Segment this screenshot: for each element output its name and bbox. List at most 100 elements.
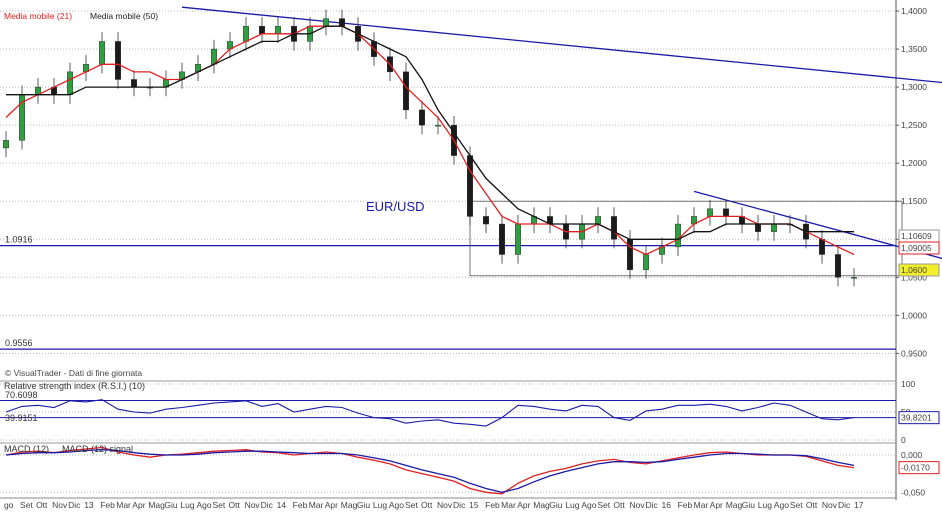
x-tick-label: Dic xyxy=(838,500,851,510)
macd-signal-line xyxy=(5,449,855,493)
x-tick-label: Nov xyxy=(437,500,453,510)
x-tick-label: Set xyxy=(212,500,225,510)
x-tick-label: Mag xyxy=(148,500,165,510)
x-tick-label: Mag xyxy=(533,500,550,510)
candle-body xyxy=(707,208,713,217)
tag-last: 1,0600 xyxy=(901,265,927,275)
x-tick-label: Feb xyxy=(485,500,500,510)
x-tick-label: 13 xyxy=(84,500,94,510)
macd-panel: 0,000 -0,050 -0,0170 xyxy=(0,446,940,497)
x-tick-label: Mar xyxy=(116,500,131,510)
x-tick-label: Apr xyxy=(710,500,723,510)
x-tick-label: 17 xyxy=(854,500,864,510)
x-tick-label: 16 xyxy=(662,500,672,510)
x-tick-label: Feb xyxy=(293,500,308,510)
x-tick-label: Set xyxy=(405,500,418,510)
x-tick-label: Apr xyxy=(517,500,530,510)
candle-body xyxy=(723,208,729,217)
candle-body xyxy=(259,26,265,35)
x-tick-label: Mag xyxy=(341,500,358,510)
x-tick-label: go xyxy=(4,500,14,510)
candle-body xyxy=(419,109,425,126)
x-tick-label: Nov xyxy=(629,500,645,510)
x-tick-label: Nov xyxy=(245,500,261,510)
candle-body xyxy=(467,155,473,217)
x-tick-label: Ago xyxy=(581,500,596,510)
x-tick-label: Ago xyxy=(196,500,211,510)
rsi-tick-label: 0 xyxy=(901,435,906,445)
x-tick-label: Giu xyxy=(742,500,756,510)
x-tick-label: Giu xyxy=(549,500,563,510)
tag-macd-last-box xyxy=(898,461,940,475)
candle-body xyxy=(675,223,681,248)
x-tick-label: Nov xyxy=(52,500,68,510)
x-tick-label: Giu xyxy=(164,500,178,510)
x-tick-label: Lug xyxy=(758,500,772,510)
macd-tick-label: -0,050 xyxy=(901,487,925,497)
candle-body xyxy=(835,254,841,278)
x-tick-label: Feb xyxy=(678,500,693,510)
x-tick-label: Nov xyxy=(822,500,838,510)
candle-body xyxy=(339,18,345,27)
x-tick-label: Giu xyxy=(357,500,371,510)
tag-rsi-last: 39,8201 xyxy=(901,413,932,423)
legend-ma21: Media mobile (21) xyxy=(4,11,72,21)
rsi-lower-label: 39.9151 xyxy=(5,413,38,423)
x-tick-label: Set xyxy=(790,500,803,510)
x-tick-label: Lug xyxy=(373,500,387,510)
rsi-tick-label: 100 xyxy=(901,379,915,389)
candle-body xyxy=(275,26,281,35)
price-tick-label: 1,0000 xyxy=(901,310,927,320)
tag-last-box xyxy=(898,263,940,277)
price-tick-label: 1,2000 xyxy=(901,158,927,168)
x-tick-label: Ott xyxy=(36,500,48,510)
tag-ma21-box xyxy=(898,241,940,255)
candle-body xyxy=(851,277,857,279)
tag-macd-last: -0,0170 xyxy=(901,463,930,473)
x-tick-label: Mar xyxy=(694,500,709,510)
x-tick-label: 14 xyxy=(277,500,287,510)
price-tick-label: 1,3500 xyxy=(901,44,927,54)
trendline xyxy=(181,6,942,84)
rsi-panel: 10050039,8201 xyxy=(0,379,940,445)
candle-body xyxy=(115,41,121,80)
x-tick-label: Lug xyxy=(180,500,194,510)
support-line-label: 1.0916 xyxy=(5,235,33,245)
price-tick-label: 1,3000 xyxy=(901,82,927,92)
x-tick-label: Ago xyxy=(389,500,404,510)
macd-line xyxy=(5,446,855,495)
macd-signal-label: MACD (12) signal xyxy=(62,444,133,454)
candle-body xyxy=(515,223,521,255)
x-tick-label: Mag xyxy=(726,500,743,510)
x-tick-label: Ott xyxy=(613,500,625,510)
support-line-label: 0.9556 xyxy=(5,338,33,348)
x-tick-label: Dic xyxy=(68,500,81,510)
price-tick-label: 1,1500 xyxy=(901,196,927,206)
legend-ma50: Media mobile (50) xyxy=(90,11,158,21)
candle-body xyxy=(499,223,505,255)
x-tick-label: Set xyxy=(20,500,33,510)
rsi-line xyxy=(5,399,855,427)
candle-body xyxy=(611,216,617,240)
x-tick-label: Ott xyxy=(421,500,433,510)
x-tick-label: Set xyxy=(597,500,610,510)
x-tick-label: Lug xyxy=(565,500,579,510)
candle-body xyxy=(323,18,329,27)
x-tick-label: Dic xyxy=(646,500,659,510)
x-tick-label: Ott xyxy=(229,500,241,510)
tag-ma50: 1,10609 xyxy=(901,231,932,241)
candle-body xyxy=(627,239,633,270)
price-tick-label: 0,9500 xyxy=(901,348,927,358)
x-tick-label: Mar xyxy=(501,500,516,510)
rsi-label: Relative strength index (R.S.I.) (10) xyxy=(4,381,145,391)
x-tick-label: Ott xyxy=(806,500,818,510)
x-tick-label: Apr xyxy=(132,500,145,510)
macd-tick-label: 0,000 xyxy=(901,450,923,460)
price-tick-label: 1,2500 xyxy=(901,120,927,130)
price-panel: 1,4000 1,3500 1,3000 1,2500 1,2000 1,1500 1,10… xyxy=(0,0,942,500)
candle-body xyxy=(483,216,489,225)
candle-body xyxy=(435,124,441,127)
tag-rsi-last-box xyxy=(898,411,940,425)
macd-label: MACD (12) xyxy=(4,444,49,454)
